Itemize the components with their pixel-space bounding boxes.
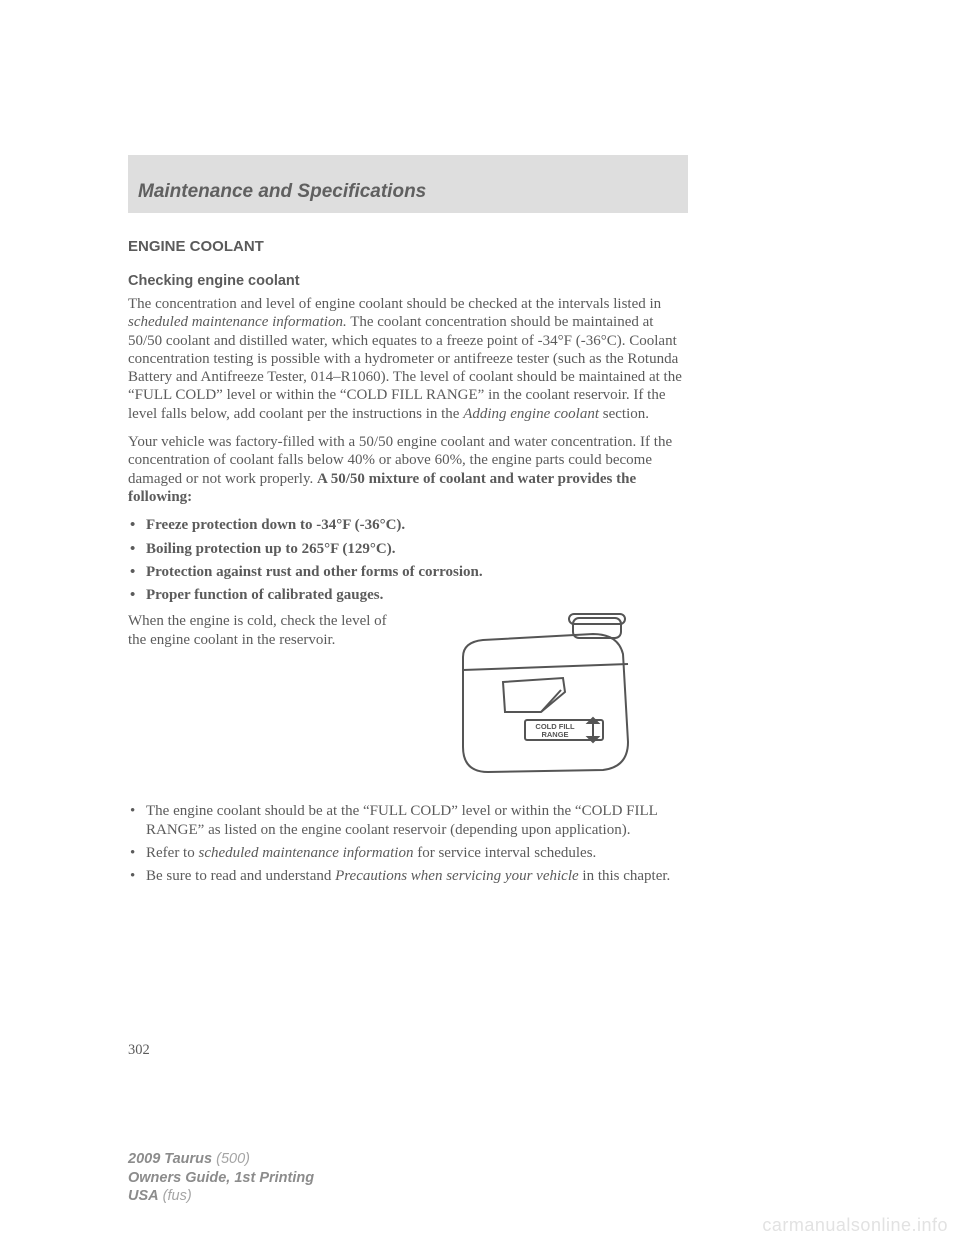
- list-item: Boiling protection up to 265°F (129°C).: [128, 540, 688, 558]
- watermark: carmanualsonline.info: [762, 1215, 948, 1236]
- heading-engine-coolant: ENGINE COOLANT: [128, 238, 688, 255]
- footer-guide: Owners Guide, 1st Printing: [128, 1170, 314, 1186]
- list-item: The engine coolant should be at the “FUL…: [128, 802, 688, 839]
- page: Maintenance and Specifications ENGINE CO…: [0, 0, 960, 1242]
- figure-caption: When the engine is cold, check the level…: [128, 612, 408, 782]
- text: in this chapter.: [579, 868, 671, 884]
- content-area: ENGINE COOLANT Checking engine coolant T…: [128, 238, 688, 894]
- page-number: 302: [128, 1042, 150, 1059]
- text-italic: scheduled maintenance information.: [128, 314, 347, 330]
- coolant-reservoir-illustration: COLD FILL RANGE: [408, 612, 688, 782]
- text: The concentration and level of engine co…: [128, 296, 661, 312]
- fig-label-2: RANGE: [541, 730, 568, 739]
- subheading-checking: Checking engine coolant: [128, 273, 688, 289]
- footer: 2009 Taurus (500) Owners Guide, 1st Prin…: [128, 1150, 314, 1206]
- text-italic: Adding engine coolant: [463, 406, 599, 422]
- footer-model: 2009 Taurus: [128, 1151, 212, 1167]
- list-item: Freeze protection down to -34°F (-36°C).: [128, 516, 688, 534]
- footer-line-2: Owners Guide, 1st Printing: [128, 1169, 314, 1188]
- footer-region-code: (fus): [159, 1188, 192, 1204]
- bullet-list-benefits: Freeze protection down to -34°F (-36°C).…: [128, 516, 688, 604]
- footer-code: (500): [212, 1151, 250, 1167]
- list-item: Protection against rust and other forms …: [128, 563, 688, 581]
- list-item-label: The engine coolant should be at the “FUL…: [146, 803, 657, 837]
- section-header-band: Maintenance and Specifications: [128, 155, 688, 213]
- text: section.: [599, 406, 649, 422]
- list-item: Be sure to read and understand Precautio…: [128, 867, 688, 885]
- paragraph-1: The concentration and level of engine co…: [128, 295, 688, 423]
- list-item-label: Freeze protection down to -34°F (-36°C).: [146, 517, 405, 533]
- text: for service interval schedules.: [413, 845, 596, 861]
- section-header-title: Maintenance and Specifications: [138, 181, 426, 203]
- paragraph-2: Your vehicle was factory-filled with a 5…: [128, 433, 688, 506]
- reservoir-icon: COLD FILL RANGE: [433, 612, 663, 782]
- list-item: Proper function of calibrated gauges.: [128, 586, 688, 604]
- figure-row: When the engine is cold, check the level…: [128, 612, 688, 782]
- list-item-label: Boiling protection up to 265°F (129°C).: [146, 541, 396, 557]
- text-italic: Precautions when servicing your vehicle: [335, 868, 579, 884]
- list-item-label: Proper function of calibrated gauges.: [146, 587, 383, 603]
- text: Be sure to read and understand: [146, 868, 335, 884]
- footer-line-1: 2009 Taurus (500): [128, 1150, 314, 1169]
- footer-line-3: USA (fus): [128, 1187, 314, 1206]
- text-italic: scheduled maintenance information: [198, 845, 413, 861]
- text: Refer to: [146, 845, 198, 861]
- list-item-label: Protection against rust and other forms …: [146, 564, 483, 580]
- bullet-list-notes: The engine coolant should be at the “FUL…: [128, 802, 688, 885]
- footer-region: USA: [128, 1188, 159, 1204]
- list-item: Refer to scheduled maintenance informati…: [128, 844, 688, 862]
